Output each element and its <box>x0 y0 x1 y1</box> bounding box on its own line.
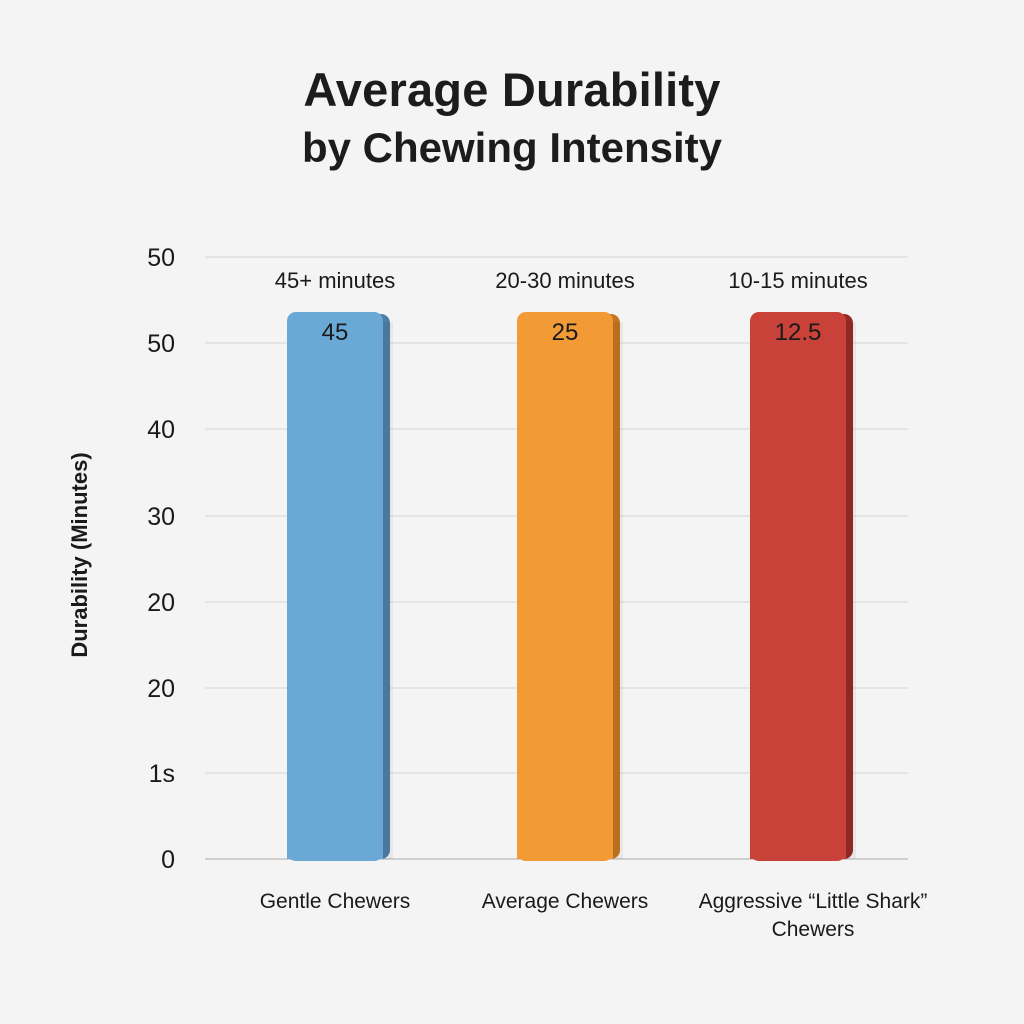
bar-face-body <box>750 321 846 859</box>
bar-range-label: 20-30 minutes <box>495 268 634 293</box>
y-tick-label: 1s <box>149 760 175 788</box>
chart-title: Average Durability <box>303 63 721 116</box>
y-axis-title: Durability (Minutes) <box>67 452 92 657</box>
bar-value-label: 12.5 <box>775 319 822 346</box>
y-tick-label: 50 <box>147 244 175 272</box>
y-tick-label: 20 <box>147 675 175 703</box>
x-category-label: Gentle Chewers <box>260 890 411 913</box>
bar <box>517 312 623 861</box>
bar-range-label: 45+ minutes <box>275 268 395 293</box>
bar-face-body <box>517 321 613 859</box>
bar-face-body <box>287 321 383 859</box>
x-category-label: Average Chewers <box>482 890 649 913</box>
bars <box>287 312 856 861</box>
y-tick-label: 40 <box>147 416 175 444</box>
bar-labels: 45 45+ minutes 25 20-30 minutes 12.5 10-15 mi… <box>275 268 868 346</box>
x-category-label: Aggressive “Little Shark” <box>699 890 928 913</box>
y-tick-label: 20 <box>147 589 175 617</box>
y-tick-label: 50 <box>147 330 175 358</box>
bar <box>287 312 393 861</box>
x-axis-categories: Gentle Chewers Average Chewers Aggressive … <box>260 890 928 941</box>
bar <box>750 312 856 861</box>
y-axis-ticks: 50 50 40 30 20 20 1s 0 <box>147 244 175 874</box>
x-category-label: Chewers <box>772 918 855 941</box>
bar-value-label: 45 <box>322 319 349 346</box>
chart-subtitle: by Chewing Intensity <box>301 124 723 171</box>
y-tick-label: 30 <box>147 503 175 531</box>
bar-range-label: 10-15 minutes <box>728 268 867 293</box>
bar-value-label: 25 <box>552 319 579 346</box>
y-tick-label: 0 <box>161 846 175 874</box>
